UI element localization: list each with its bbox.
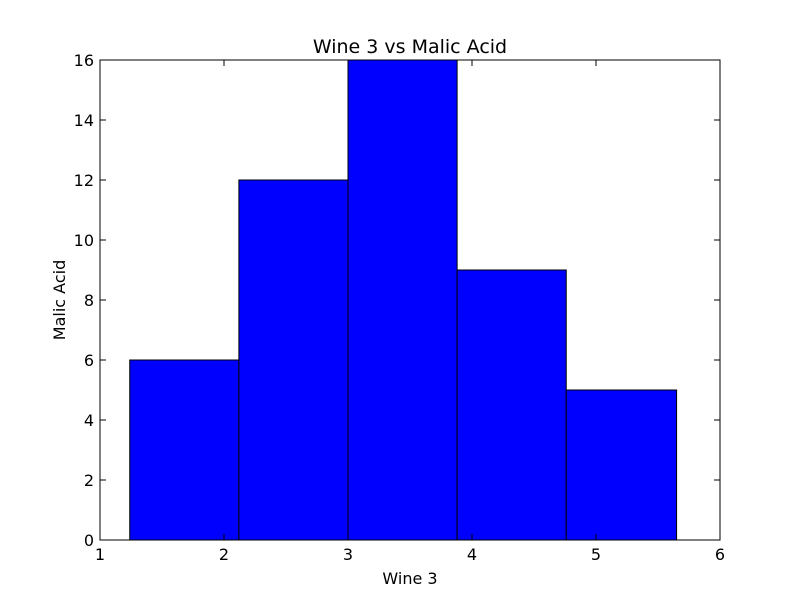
x-tick-label: 1 [95,545,105,564]
y-tick-label: 12 [74,171,94,190]
y-tick-label: 14 [74,111,94,130]
x-tick-label: 4 [467,545,477,564]
y-tick-label: 4 [84,411,94,430]
y-tick-label: 16 [74,51,94,70]
x-axis-title: Wine 3 [382,569,437,588]
bars-group [129,59,678,541]
chart-title: Wine 3 vs Malic Acid [313,36,507,58]
y-tick-label: 6 [84,351,94,370]
histogram-bar [456,269,567,541]
y-axis-title: Malic Acid [50,260,69,340]
y-tick-label: 2 [84,471,94,490]
x-tick-label: 2 [219,545,229,564]
histogram-bar [347,59,458,541]
x-tick-label: 3 [343,545,353,564]
histogram-bar [565,389,678,541]
x-tick-label: 5 [591,545,601,564]
histogram-bar [129,359,240,541]
y-tick-label: 8 [84,291,94,310]
plot-frame [99,59,721,541]
x-tick-label: 6 [715,545,725,564]
y-tick-label: 10 [74,231,94,250]
histogram-bar [238,179,349,541]
y-tick-label: 0 [84,531,94,550]
